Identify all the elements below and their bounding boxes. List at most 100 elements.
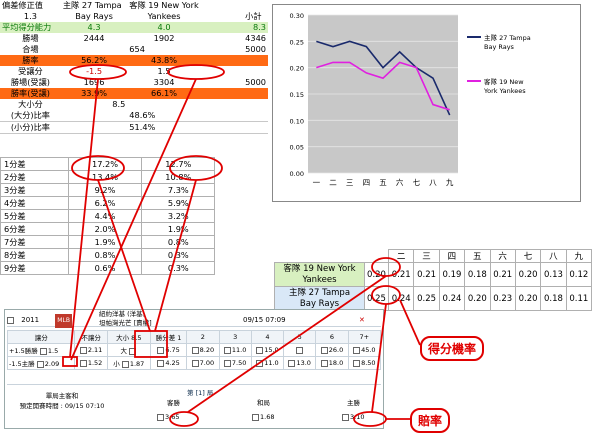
avg-score-label: 平均得分能力 — [2, 22, 52, 32]
first-away-odds: 3.65 — [165, 413, 180, 421]
handicap-rate-home: 33.9% — [81, 88, 108, 98]
header-value: 1.3 — [23, 11, 37, 21]
margin3-home-checkbox[interactable] — [223, 359, 231, 367]
home-inning-prob: 0.18 — [540, 286, 567, 311]
margin5-home-odds: 13.0 — [296, 359, 311, 367]
under-checkbox[interactable] — [121, 360, 129, 368]
hcap-away-odds: 1.5 — [47, 347, 59, 355]
margin5-home-checkbox[interactable] — [288, 359, 296, 367]
select-checkbox[interactable] — [7, 316, 14, 324]
score-prob-table: 二三四五六七八九客隊 19 New York Yankees 0.20 0.21 0.2… — [274, 249, 593, 311]
margin1-away-checkbox[interactable] — [157, 346, 165, 354]
margin1-home-odds: 4.25 — [165, 359, 180, 367]
margin3-away-odds: 11.0 — [231, 346, 247, 354]
margin7-away-checkbox[interactable] — [353, 346, 361, 354]
margin-row: 9分差 0.6% 0.3% — [0, 261, 268, 275]
under-rate-label: (小分)比率 — [10, 122, 50, 132]
nohcap-home-odds: 1.52 — [87, 359, 103, 367]
margin7-home-checkbox[interactable] — [353, 359, 361, 367]
hcap-home-checkbox[interactable] — [36, 360, 44, 368]
margin-row: 6分差 2.0% 1.9% — [0, 222, 268, 236]
margin-box — [134, 330, 168, 358]
game-datetime: 09/15 07:09 — [243, 316, 286, 324]
margin4-away-checkbox[interactable] — [256, 346, 264, 354]
avg-score-home: 4.3 — [87, 22, 101, 32]
away-margin-circle — [169, 155, 223, 181]
first-draw-checkbox[interactable] — [252, 413, 259, 421]
over-rate-value: 48.6% — [129, 110, 156, 120]
first-home-checkbox[interactable] — [342, 413, 349, 421]
y-tick-label: 0.30 — [290, 12, 304, 20]
first-away-checkbox[interactable] — [157, 413, 164, 421]
nohcap-away-checkbox[interactable] — [79, 346, 87, 354]
y-tick-label: 0.00 — [290, 170, 304, 178]
margin2-home-odds: 7.00 — [199, 359, 215, 367]
subtotal-label: 小計 — [245, 11, 262, 21]
under-odds: 1.87 — [129, 360, 145, 368]
margin2-away-checkbox[interactable] — [191, 346, 199, 354]
series-line — [316, 61, 450, 111]
x-tick-label: 四 — [363, 178, 371, 187]
games-mid: 654 — [129, 44, 145, 54]
avg-score-away: 4.0 — [157, 22, 171, 32]
away-first-prob-circle — [371, 257, 401, 277]
games-total: 5000 — [245, 44, 266, 54]
handicap-away: 1.5 — [157, 66, 171, 76]
hcap-away-checkbox[interactable] — [39, 347, 47, 355]
x-tick-label: 六 — [396, 177, 404, 187]
margin-row: 2分差 13.4% 10.8% — [0, 170, 268, 184]
x-tick-label: 七 — [413, 178, 421, 187]
home-inning-prob: 0.11 — [565, 286, 593, 311]
legend-label: Bay Rays — [484, 43, 515, 51]
x-tick-label: 五 — [379, 178, 387, 187]
first-inning-section: 單局主客和 預定開賽時間 : 09/15 07:10 第 [1] 局 客勝 和局… — [7, 384, 381, 428]
legend-label: 客隊 19 New — [484, 77, 524, 86]
margin3-home-odds: 7.50 — [231, 359, 247, 367]
first-home-odds: 3.10 — [350, 413, 365, 421]
header-away: 客隊 19 New York — [127, 0, 201, 11]
handicap-wins-home: 1696 — [83, 77, 105, 87]
margin6-home-checkbox[interactable] — [320, 359, 328, 367]
margin6-away-checkbox[interactable] — [320, 346, 328, 354]
close-icon[interactable]: ✕ — [359, 316, 365, 324]
hcap-home-label: -1.5主勝 — [9, 360, 35, 368]
away-inning-prob: 0.12 — [565, 262, 593, 287]
col-away: 客勝 — [167, 399, 180, 407]
margin4-home-odds: 11.0 — [264, 359, 279, 367]
col-draw: 和局 — [257, 399, 270, 407]
margin5-away-checkbox[interactable] — [295, 346, 303, 354]
nohcap-home-checkbox[interactable] — [79, 359, 87, 367]
margin2-home-checkbox[interactable] — [191, 359, 199, 367]
nohcap-box — [62, 356, 78, 367]
first-home-circle — [353, 411, 387, 427]
bet-year: 2011 — [21, 316, 40, 324]
away-winrate-circle — [167, 64, 225, 80]
home-margin-circle — [71, 155, 125, 181]
margin-row: 5分差 4.4% 3.2% — [0, 209, 268, 223]
handicap-home: -1.5 — [86, 66, 103, 76]
handicap-wins-away: 3304 — [153, 77, 175, 87]
y-tick-label: 0.20 — [290, 65, 304, 73]
legend-label: 主隊 27 Tampa — [484, 33, 531, 42]
x-tick-label: 一 — [313, 178, 321, 187]
stats-table: 偏差修正值 主隊 27 Tampa 客隊 19 New York 1.3 Bay… — [0, 0, 268, 134]
margin-row: 8分差 0.8% 0.3% — [0, 248, 268, 262]
score-prob-callout: 得分機率 — [420, 336, 485, 361]
margin1-home-checkbox[interactable] — [157, 359, 165, 367]
y-tick-label: 0.25 — [290, 38, 304, 46]
game-title: 紐約洋基 (洋基) — [99, 310, 146, 318]
over-label: 大 — [120, 347, 128, 355]
y-tick-label: 0.05 — [290, 144, 304, 152]
win-pts-label: 勝場 — [22, 33, 39, 43]
game-subtitle: 坦帕灣光芒 [賣權] — [99, 319, 152, 327]
win-rate-label: 勝率 — [22, 55, 39, 65]
x-tick-label: 九 — [446, 178, 454, 187]
handicap-rate-away: 66.1% — [151, 88, 178, 98]
margin2-away-odds: 8.20 — [199, 346, 215, 354]
margin-home: 0.6% — [67, 261, 143, 275]
first-inning-time: 預定開賽時間 : 09/15 07:10 — [19, 402, 105, 410]
home-first-prob: 0.25 — [364, 286, 389, 311]
inning-header: 九 — [565, 249, 593, 263]
margin-away: 0.3% — [141, 261, 216, 275]
margin3-away-checkbox[interactable] — [223, 346, 231, 354]
